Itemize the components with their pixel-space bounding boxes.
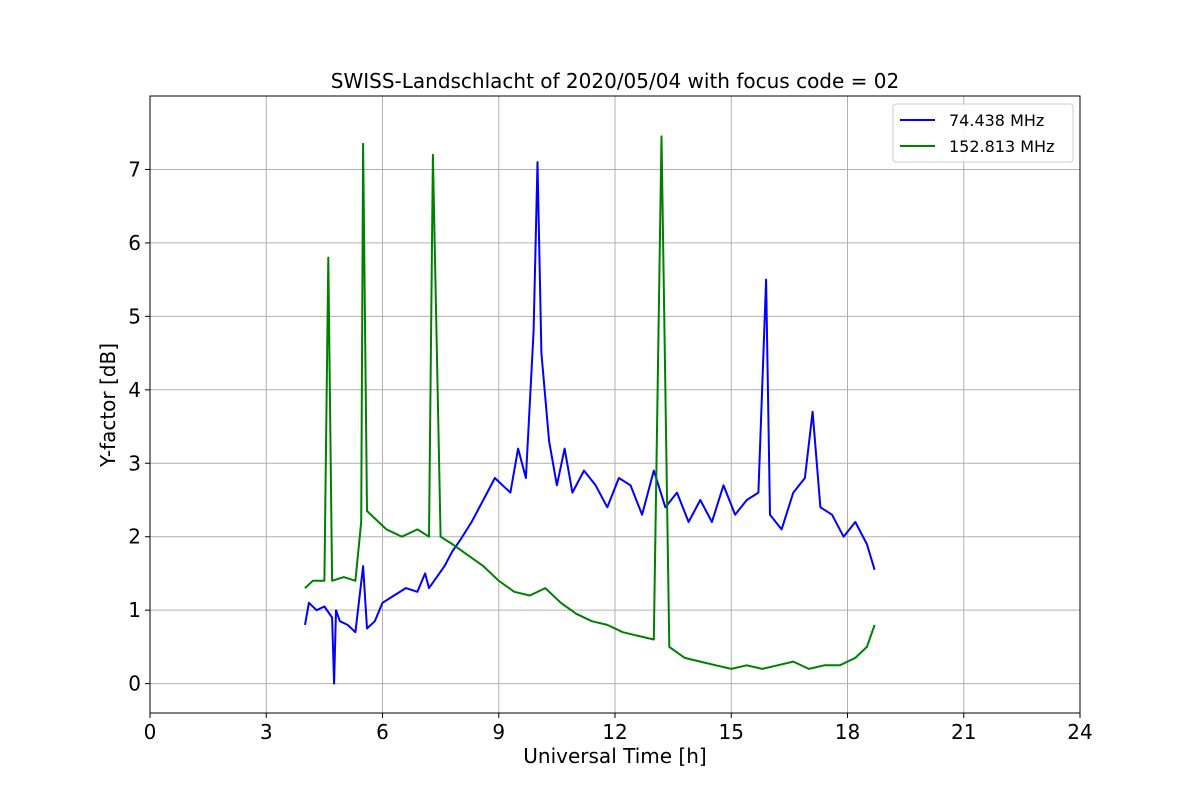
y-tick-label-4: 4 — [128, 378, 141, 402]
x-tick-label-3: 9 — [492, 720, 505, 744]
legend-label-0: 74.438 MHz — [949, 111, 1044, 130]
y-tick-label-5: 5 — [128, 304, 141, 328]
x-tick-label-6: 18 — [835, 720, 860, 744]
legend: 74.438 MHz 152.813 MHz — [892, 103, 1074, 163]
series-line-0 — [304, 161, 876, 685]
y-tick-label-0: 0 — [128, 672, 141, 696]
y-tick-label-2: 2 — [128, 525, 141, 549]
y-tick-label-3: 3 — [128, 451, 141, 475]
chart-title: SWISS-Landschlacht of 2020/05/04 with fo… — [331, 69, 899, 93]
series-line-1 — [304, 135, 876, 670]
x-axis-label: Universal Time [h] — [523, 744, 706, 768]
y-tick-label-1: 1 — [128, 598, 141, 622]
x-tick-label-1: 3 — [260, 720, 273, 744]
y-tick-label-7: 7 — [128, 157, 141, 181]
y-axis-label: Y-factor [dB] — [96, 343, 120, 468]
x-tick-label-2: 6 — [376, 720, 389, 744]
x-tick-label-0: 0 — [144, 720, 157, 744]
legend-label-1: 152.813 MHz — [949, 137, 1054, 156]
x-tick-label-4: 12 — [602, 720, 627, 744]
x-tick-label-7: 21 — [951, 720, 976, 744]
x-tick-label-8: 24 — [1067, 720, 1092, 744]
x-tick-label-5: 15 — [719, 720, 744, 744]
legend-box — [892, 103, 1074, 163]
y-tick-label-6: 6 — [128, 231, 141, 255]
